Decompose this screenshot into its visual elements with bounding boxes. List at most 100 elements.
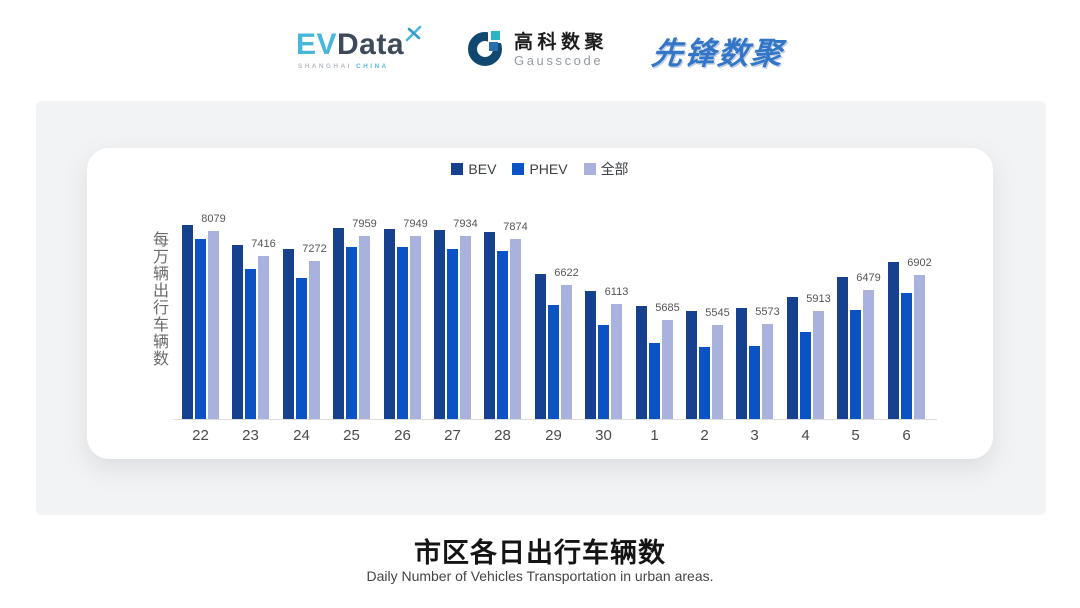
- gausscode-cn-text: 高科数聚: [514, 31, 609, 53]
- value-label: 7959: [352, 218, 377, 230]
- bar-group-3: 5573 3: [729, 185, 780, 444]
- bar-BEV: [686, 311, 697, 419]
- gausscode-en-text: Gausscode: [514, 52, 604, 68]
- bar-全部: [460, 236, 471, 419]
- bar-BEV: [585, 291, 596, 419]
- bar-全部: [258, 256, 269, 419]
- bar-BEV: [736, 308, 747, 419]
- bar-全部: [662, 320, 673, 419]
- plot-area: 8079 22 7416 23 7272 24 7959 25 7949 26 7934 27 7874…: [175, 185, 935, 444]
- evdata-ev-text: EV: [295, 28, 337, 61]
- bar-group-23: 7416 23: [225, 185, 276, 444]
- legend-swatch: [583, 163, 596, 175]
- bar-PHEV: [699, 347, 710, 419]
- x-tick-label: 24: [293, 427, 310, 444]
- bar-全部: [359, 236, 370, 419]
- x-tick-label: 26: [394, 427, 411, 444]
- x-tick-label: 30: [595, 427, 612, 444]
- x-tick-label: 5: [851, 427, 860, 444]
- legend-item-BEV[interactable]: BEV: [451, 161, 496, 177]
- x-tick-label: 29: [545, 427, 562, 444]
- gausscode-g-icon: [465, 27, 506, 73]
- bar-PHEV: [598, 325, 609, 419]
- bar-BEV: [333, 228, 344, 419]
- bar-全部: [611, 304, 622, 419]
- bar-group-25: 7959 25: [326, 185, 377, 444]
- value-label: 5685: [655, 302, 680, 314]
- gausscode-text: 高科数聚 Gausscode: [514, 32, 608, 68]
- value-label: 5573: [755, 306, 780, 318]
- value-label: 5913: [806, 293, 831, 305]
- bar-全部: [410, 236, 421, 419]
- bar-BEV: [837, 277, 848, 419]
- bar-全部: [813, 311, 824, 419]
- bar-group-5: 6479 5: [830, 185, 881, 444]
- legend-item-PHEV[interactable]: PHEV: [512, 161, 568, 177]
- legend: BEV PHEV 全部: [87, 159, 993, 179]
- bar-BEV: [787, 297, 798, 419]
- bar-BEV: [182, 225, 193, 419]
- legend-label: 全部: [600, 161, 629, 177]
- chart-subtitle: Daily Number of Vehicles Transportation …: [366, 568, 714, 584]
- x-tick-label: 6: [902, 427, 911, 444]
- bar-全部: [561, 285, 572, 419]
- evdata-wordmark: EVData: [295, 25, 422, 61]
- bar-BEV: [484, 232, 495, 419]
- bar-PHEV: [195, 239, 206, 419]
- bar-group-24: 7272 24: [276, 185, 327, 444]
- evdata-shanghai-text: SHANGHAI: [297, 63, 352, 70]
- legend-swatch: [512, 163, 525, 175]
- header: EVData SHANGHAI CHINA 高科数聚 Gausscode 先锋数…: [0, 18, 1080, 82]
- x-tick-label: 4: [801, 427, 810, 444]
- bar-PHEV: [397, 247, 408, 419]
- legend-item-全部[interactable]: 全部: [583, 159, 629, 179]
- value-label: 7874: [503, 221, 528, 233]
- bar-全部: [914, 275, 925, 419]
- pioneer-logo: 先锋数聚: [649, 35, 786, 71]
- bar-PHEV: [497, 251, 508, 419]
- bar-group-4: 5913 4: [780, 185, 831, 444]
- bar-PHEV: [346, 247, 357, 419]
- x-tick-label: 1: [650, 427, 659, 444]
- value-label: 6902: [907, 257, 932, 269]
- bar-group-26: 7949 26: [377, 185, 428, 444]
- bar-PHEV: [245, 269, 256, 419]
- bar-PHEV: [649, 343, 660, 419]
- bar-group-28: 7874 28: [477, 185, 528, 444]
- bar-PHEV: [800, 332, 811, 419]
- bar-BEV: [535, 274, 546, 419]
- x-tick-label: 22: [192, 427, 209, 444]
- bar-PHEV: [850, 310, 861, 419]
- bar-BEV: [888, 262, 899, 419]
- bar-group-22: 8079 22: [175, 185, 226, 444]
- value-label: 6479: [856, 272, 881, 284]
- value-label: 7272: [302, 243, 327, 255]
- bar-group-27: 7934 27: [427, 185, 478, 444]
- value-label: 7934: [453, 218, 478, 230]
- bar-BEV: [384, 229, 395, 419]
- bar-BEV: [434, 230, 445, 419]
- value-label: 7949: [403, 218, 428, 230]
- bar-全部: [762, 324, 773, 419]
- bar-group-29: 6622 29: [528, 185, 579, 444]
- evdata-subtitle: SHANGHAI CHINA: [296, 63, 389, 70]
- bar-BEV: [636, 306, 647, 419]
- bar-全部: [208, 231, 219, 419]
- bar-全部: [510, 239, 521, 419]
- bar-PHEV: [548, 305, 559, 419]
- y-axis-label: 每万辆出行车辆数: [150, 231, 167, 367]
- bar-group-2: 5545 2: [679, 185, 730, 444]
- bar-全部: [712, 325, 723, 419]
- x-tick-label: 25: [343, 427, 360, 444]
- evdata-spark-icon: [405, 18, 422, 48]
- x-tick-label: 27: [444, 427, 461, 444]
- x-tick-label: 23: [242, 427, 259, 444]
- chart-title: 市区各日出行车辆数: [414, 538, 666, 568]
- evdata-logo: EVData SHANGHAI CHINA: [295, 25, 422, 70]
- bar-PHEV: [749, 346, 760, 419]
- bar-PHEV: [901, 293, 912, 419]
- value-label: 5545: [705, 307, 730, 319]
- bar-group-1: 5685 1: [629, 185, 680, 444]
- x-tick-label: 2: [700, 427, 709, 444]
